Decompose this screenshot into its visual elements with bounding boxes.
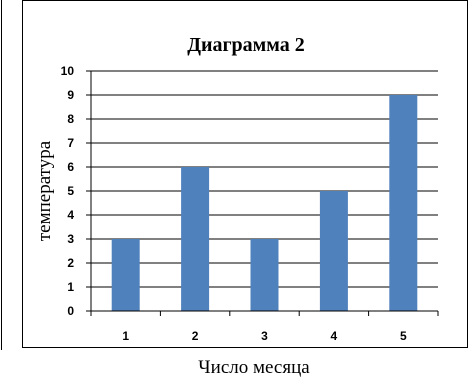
y-tick-label: 2 <box>67 256 74 270</box>
y-axis-label: температура <box>34 140 55 241</box>
bar <box>111 239 140 311</box>
bar <box>319 191 348 311</box>
bar <box>181 167 210 311</box>
x-axis-label: Число месяца <box>198 357 310 378</box>
y-tick-label: 1 <box>67 280 74 294</box>
x-tick-label: 3 <box>261 329 268 343</box>
x-tick-label: 5 <box>400 329 407 343</box>
x-tick-label: 2 <box>192 329 199 343</box>
bars <box>111 95 418 311</box>
chart-title: Диаграмма 2 <box>187 34 305 56</box>
grid-lines <box>91 70 438 288</box>
y-tick-label: 7 <box>67 136 74 150</box>
bar <box>389 95 418 311</box>
bar <box>250 239 279 311</box>
y-tick-labels: 0 1 2 3 4 5 6 7 8 9 10 <box>61 64 75 318</box>
y-tick-label: 4 <box>67 208 74 222</box>
y-tick-label: 0 <box>67 304 74 318</box>
y-tick-label: 3 <box>67 232 74 246</box>
x-tick-label: 1 <box>122 329 129 343</box>
y-tick-label: 10 <box>61 64 75 78</box>
y-tick-label: 5 <box>67 184 74 198</box>
y-tick-label: 8 <box>67 112 74 126</box>
y-tick-label: 6 <box>67 160 74 174</box>
y-tick-label: 9 <box>67 88 74 102</box>
axes <box>86 70 439 316</box>
x-tick-label: 4 <box>331 329 338 343</box>
x-tick-labels: 1 2 3 4 5 <box>122 329 407 343</box>
